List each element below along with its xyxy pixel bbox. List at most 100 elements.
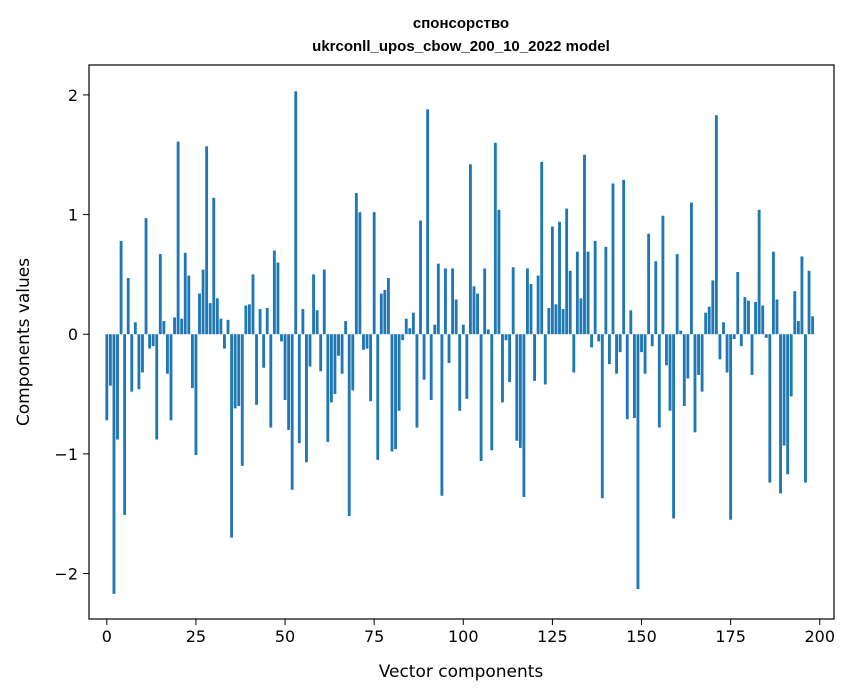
bar-86 xyxy=(411,312,415,335)
bar-174 xyxy=(725,334,729,373)
bar-185 xyxy=(764,334,768,338)
bar-90 xyxy=(426,109,430,335)
bar-145 xyxy=(622,179,626,335)
y-tick-label: 1 xyxy=(68,206,78,225)
bar-187 xyxy=(771,251,775,335)
bar-164 xyxy=(689,202,693,335)
bar-1 xyxy=(108,334,112,386)
bar-47 xyxy=(272,250,276,335)
bar-19 xyxy=(173,317,176,335)
bar-2 xyxy=(112,334,116,594)
bar-175 xyxy=(729,334,733,520)
bar-129 xyxy=(565,208,569,335)
bar-4 xyxy=(119,240,123,335)
bar-29 xyxy=(208,303,212,335)
bar-166 xyxy=(697,334,700,375)
bar-172 xyxy=(718,334,722,360)
bar-61 xyxy=(322,269,326,335)
x-tick-label: 75 xyxy=(364,627,384,646)
bar-178 xyxy=(739,334,743,347)
bar-67 xyxy=(344,321,348,335)
bar-157 xyxy=(665,334,668,366)
bar-62 xyxy=(326,334,330,442)
bar-131 xyxy=(572,334,576,373)
bar-50 xyxy=(283,334,287,401)
x-tick-label: 50 xyxy=(275,627,295,646)
bar-100 xyxy=(461,324,465,335)
bar-155 xyxy=(657,334,661,428)
bar-25 xyxy=(194,334,198,456)
bar-41 xyxy=(251,274,255,335)
bar-161 xyxy=(679,330,683,335)
bar-170 xyxy=(711,280,715,335)
bar-66 xyxy=(340,334,344,374)
bar-9 xyxy=(137,334,141,390)
bar-143 xyxy=(615,334,618,374)
bar-177 xyxy=(736,272,740,335)
bar-106 xyxy=(483,268,487,335)
bar-73 xyxy=(365,334,369,349)
bar-125 xyxy=(550,226,554,335)
bar-127 xyxy=(558,221,561,335)
bar-96 xyxy=(447,334,451,363)
bar-51 xyxy=(287,334,291,430)
bar-182 xyxy=(754,301,757,335)
bar-42 xyxy=(255,334,258,405)
y-tick-label: 0 xyxy=(68,325,78,344)
bar-95 xyxy=(444,268,447,335)
x-tick-label: 200 xyxy=(804,627,835,646)
bar-56 xyxy=(305,334,308,463)
bar-123 xyxy=(543,334,547,385)
bar-71 xyxy=(358,212,362,335)
bar-165 xyxy=(693,334,697,433)
bar-122 xyxy=(540,161,544,335)
bar-144 xyxy=(618,334,622,353)
bar-160 xyxy=(675,254,679,335)
bar-80 xyxy=(390,334,394,452)
bar-34 xyxy=(226,319,230,335)
chart-subtitle: ukrconll_upos_cbow_200_10_2022 model xyxy=(312,38,610,55)
bar-77 xyxy=(379,293,383,335)
bar-33 xyxy=(223,334,226,349)
bar-89 xyxy=(422,334,426,380)
bar-135 xyxy=(586,251,590,335)
x-tick-label: 175 xyxy=(715,627,746,646)
bar-101 xyxy=(465,334,469,399)
bar-58 xyxy=(312,274,315,335)
bar-193 xyxy=(793,291,797,335)
bar-37 xyxy=(237,334,241,407)
bar-117 xyxy=(522,334,526,497)
bar-98 xyxy=(454,299,458,335)
bar-137 xyxy=(593,240,597,335)
bar-188 xyxy=(775,299,779,335)
bar-140 xyxy=(604,246,608,335)
bar-76 xyxy=(376,334,380,460)
bar-104 xyxy=(476,293,479,335)
bar-15 xyxy=(158,254,162,335)
x-tick-label: 25 xyxy=(186,627,206,646)
x-tick-label: 150 xyxy=(626,627,657,646)
bar-196 xyxy=(804,334,807,483)
bar-141 xyxy=(608,334,611,365)
bar-24 xyxy=(190,334,194,389)
bar-28 xyxy=(205,146,209,335)
bar-105 xyxy=(479,334,483,462)
bar-136 xyxy=(590,334,594,348)
bar-180 xyxy=(747,300,750,335)
bar-149 xyxy=(636,334,640,590)
bar-8 xyxy=(133,322,137,335)
bar-74 xyxy=(369,334,373,402)
bar-198 xyxy=(811,316,815,335)
bar-139 xyxy=(600,334,604,499)
bar-183 xyxy=(757,209,761,335)
bar-16 xyxy=(162,321,166,335)
bar-132 xyxy=(575,251,579,335)
bar-21 xyxy=(180,318,184,335)
bar-97 xyxy=(451,268,455,335)
x-tick-label: 100 xyxy=(448,627,479,646)
bar-133 xyxy=(579,298,583,335)
bar-12 xyxy=(148,334,152,349)
bars-group xyxy=(105,91,815,594)
bar-69 xyxy=(351,334,355,391)
bar-190 xyxy=(782,334,786,446)
